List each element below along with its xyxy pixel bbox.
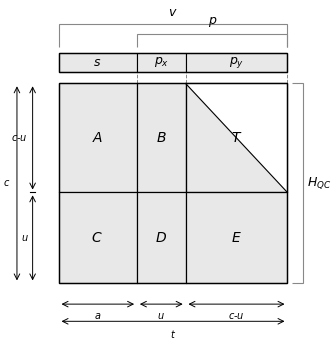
Bar — [59, 53, 137, 72]
Text: $p_y$: $p_y$ — [229, 55, 244, 70]
Bar — [185, 83, 287, 192]
Text: $p$: $p$ — [208, 14, 217, 29]
Bar — [137, 192, 185, 283]
Text: $c$: $c$ — [3, 178, 10, 189]
Text: $a$: $a$ — [93, 311, 101, 321]
Bar — [59, 192, 137, 283]
Text: $\mathit{A}$: $\mathit{A}$ — [91, 131, 103, 145]
Bar — [59, 53, 287, 72]
Bar — [185, 192, 287, 283]
Text: $\mathit{C}$: $\mathit{C}$ — [91, 231, 103, 245]
Text: $s$: $s$ — [93, 56, 101, 69]
Bar — [185, 83, 287, 192]
Text: $\mathit{E}$: $\mathit{E}$ — [231, 231, 242, 245]
Text: $t$: $t$ — [170, 328, 176, 340]
Text: $u$: $u$ — [21, 233, 29, 243]
Text: $c$-$u$: $c$-$u$ — [228, 311, 245, 321]
Text: $u$: $u$ — [157, 311, 165, 321]
Text: $\mathit{T}$: $\mathit{T}$ — [230, 131, 242, 145]
Text: $\mathbf{\it{H}_{QC}}$: $\mathbf{\it{H}_{QC}}$ — [307, 175, 332, 191]
Text: $\mathit{B}$: $\mathit{B}$ — [156, 131, 166, 145]
Bar — [137, 53, 185, 72]
Polygon shape — [185, 83, 287, 192]
Text: $v$: $v$ — [168, 6, 178, 19]
Bar — [137, 83, 185, 192]
Text: $c$-$u$: $c$-$u$ — [11, 133, 28, 143]
Bar — [185, 53, 287, 72]
Text: $\mathit{D}$: $\mathit{D}$ — [155, 231, 167, 245]
Bar — [59, 83, 137, 192]
Bar — [59, 83, 287, 283]
Text: $p_x$: $p_x$ — [154, 55, 169, 69]
